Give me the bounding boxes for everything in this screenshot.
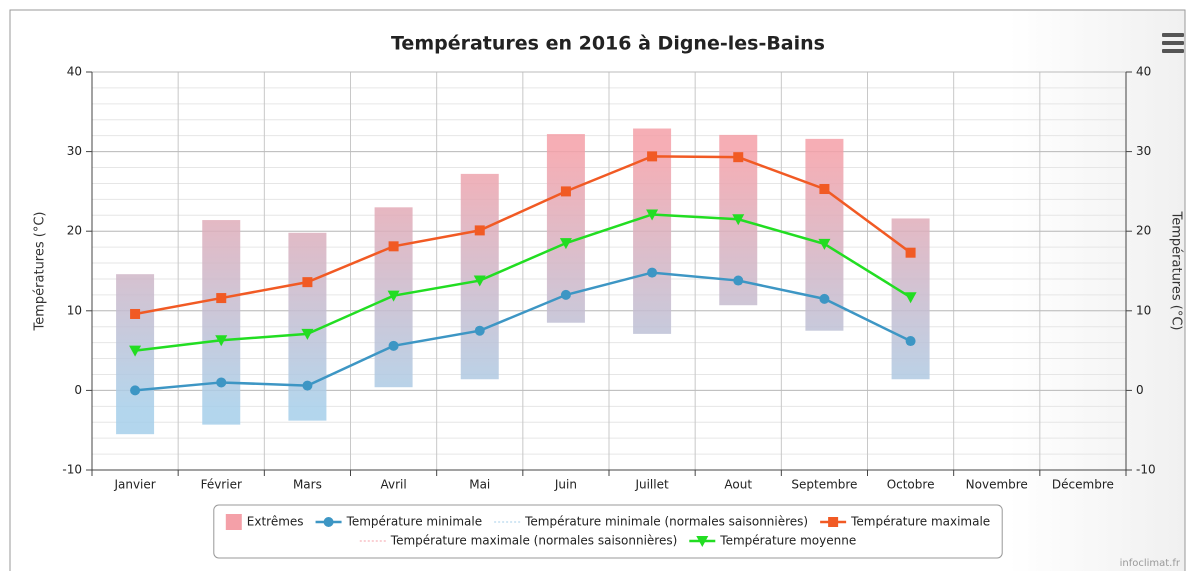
point — [130, 385, 141, 396]
x-tick-label: Janvier — [113, 478, 155, 492]
point — [216, 293, 227, 304]
y2-tick-label: 0 — [1136, 383, 1144, 397]
point — [301, 328, 314, 340]
legend-item[interactable]: Température maximale (normales saisonniè… — [359, 534, 678, 548]
y2-tick-label: -10 — [1136, 463, 1156, 477]
range-bar — [202, 220, 241, 425]
legend-item[interactable]: Température minimale — [315, 515, 483, 529]
y2-tick-label: 40 — [1136, 65, 1151, 79]
point — [302, 380, 313, 391]
point — [905, 247, 916, 258]
point — [647, 267, 658, 278]
y-axis-title: Températures (°C) — [33, 212, 48, 332]
y-tick-label: 20 — [67, 224, 82, 238]
y-tick-label: 0 — [74, 383, 82, 397]
chart-title: Températures en 2016 à Digne-les-Bains — [391, 33, 825, 55]
point — [819, 184, 830, 195]
point — [905, 336, 916, 347]
point — [216, 377, 227, 388]
legend-item[interactable]: Extrêmes — [225, 514, 304, 530]
legend-box — [213, 504, 1003, 559]
legend-swatch — [225, 514, 242, 530]
point — [215, 335, 228, 347]
point — [647, 151, 658, 162]
y-tick-label: 40 — [67, 65, 82, 79]
point — [646, 209, 659, 221]
point — [819, 293, 830, 304]
legend-label: Température moyenne — [719, 534, 856, 548]
point — [560, 186, 571, 197]
y-tick-label: 30 — [67, 144, 82, 158]
point — [388, 241, 399, 252]
y2-tick-label: 30 — [1136, 144, 1151, 158]
menu-bar[interactable] — [1162, 33, 1184, 37]
y-tick-label: -10 — [62, 463, 82, 477]
legend-item[interactable]: Température moyenne — [689, 534, 856, 548]
legend-label: Température maximale — [850, 515, 990, 529]
credit: infoclimat.fr — [1120, 558, 1181, 569]
point — [560, 289, 571, 300]
point — [474, 325, 485, 336]
point — [388, 340, 399, 351]
x-tick-label: Février — [201, 478, 242, 492]
series-line — [134, 213, 912, 352]
point — [129, 345, 142, 357]
x-tick-label: Juin — [554, 478, 577, 492]
point — [818, 238, 831, 250]
menu-bar[interactable] — [1162, 41, 1184, 45]
x-tick-label: Novembre — [966, 478, 1028, 492]
y2-tick-label: 20 — [1136, 224, 1151, 238]
series-line — [134, 155, 912, 316]
point — [904, 292, 917, 304]
point — [696, 536, 709, 547]
point — [474, 225, 485, 236]
point — [733, 152, 744, 163]
y2-axis-title: Températures (°C) — [1169, 211, 1184, 331]
x-tick-label: Mai — [469, 478, 490, 492]
x-tick-label: Septembre — [791, 478, 857, 492]
legend-item[interactable]: Température minimale (normales saisonniè… — [494, 515, 808, 529]
point — [559, 238, 572, 250]
x-tick-label: Décembre — [1052, 478, 1114, 492]
legend-label: Extrêmes — [247, 515, 304, 529]
point — [387, 290, 400, 302]
x-tick-label: Mars — [293, 478, 322, 492]
menu-bar[interactable] — [1162, 49, 1184, 53]
point — [130, 308, 141, 319]
legend-item[interactable]: Température maximale — [820, 515, 990, 529]
legend-label: Température minimale — [346, 515, 483, 529]
x-tick-label: Aout — [724, 478, 752, 492]
point — [323, 517, 334, 527]
point — [828, 517, 839, 527]
legend-label: Température maximale (normales saisonniè… — [390, 534, 678, 548]
legend: Extrêmes Température minimale Température … — [213, 504, 1003, 559]
point — [302, 277, 313, 288]
x-tick-label: Juillet — [634, 478, 669, 492]
x-tick-label: Avril — [380, 478, 406, 492]
point — [733, 275, 744, 286]
legend-label: Température minimale (normales saisonniè… — [524, 515, 808, 529]
y-tick-label: 10 — [67, 303, 82, 317]
y2-tick-label: 10 — [1136, 303, 1151, 317]
menu-button[interactable] — [1162, 33, 1184, 53]
point — [473, 275, 486, 287]
series-line — [134, 271, 912, 392]
x-tick-label: Octobre — [887, 478, 935, 492]
point — [732, 214, 745, 226]
